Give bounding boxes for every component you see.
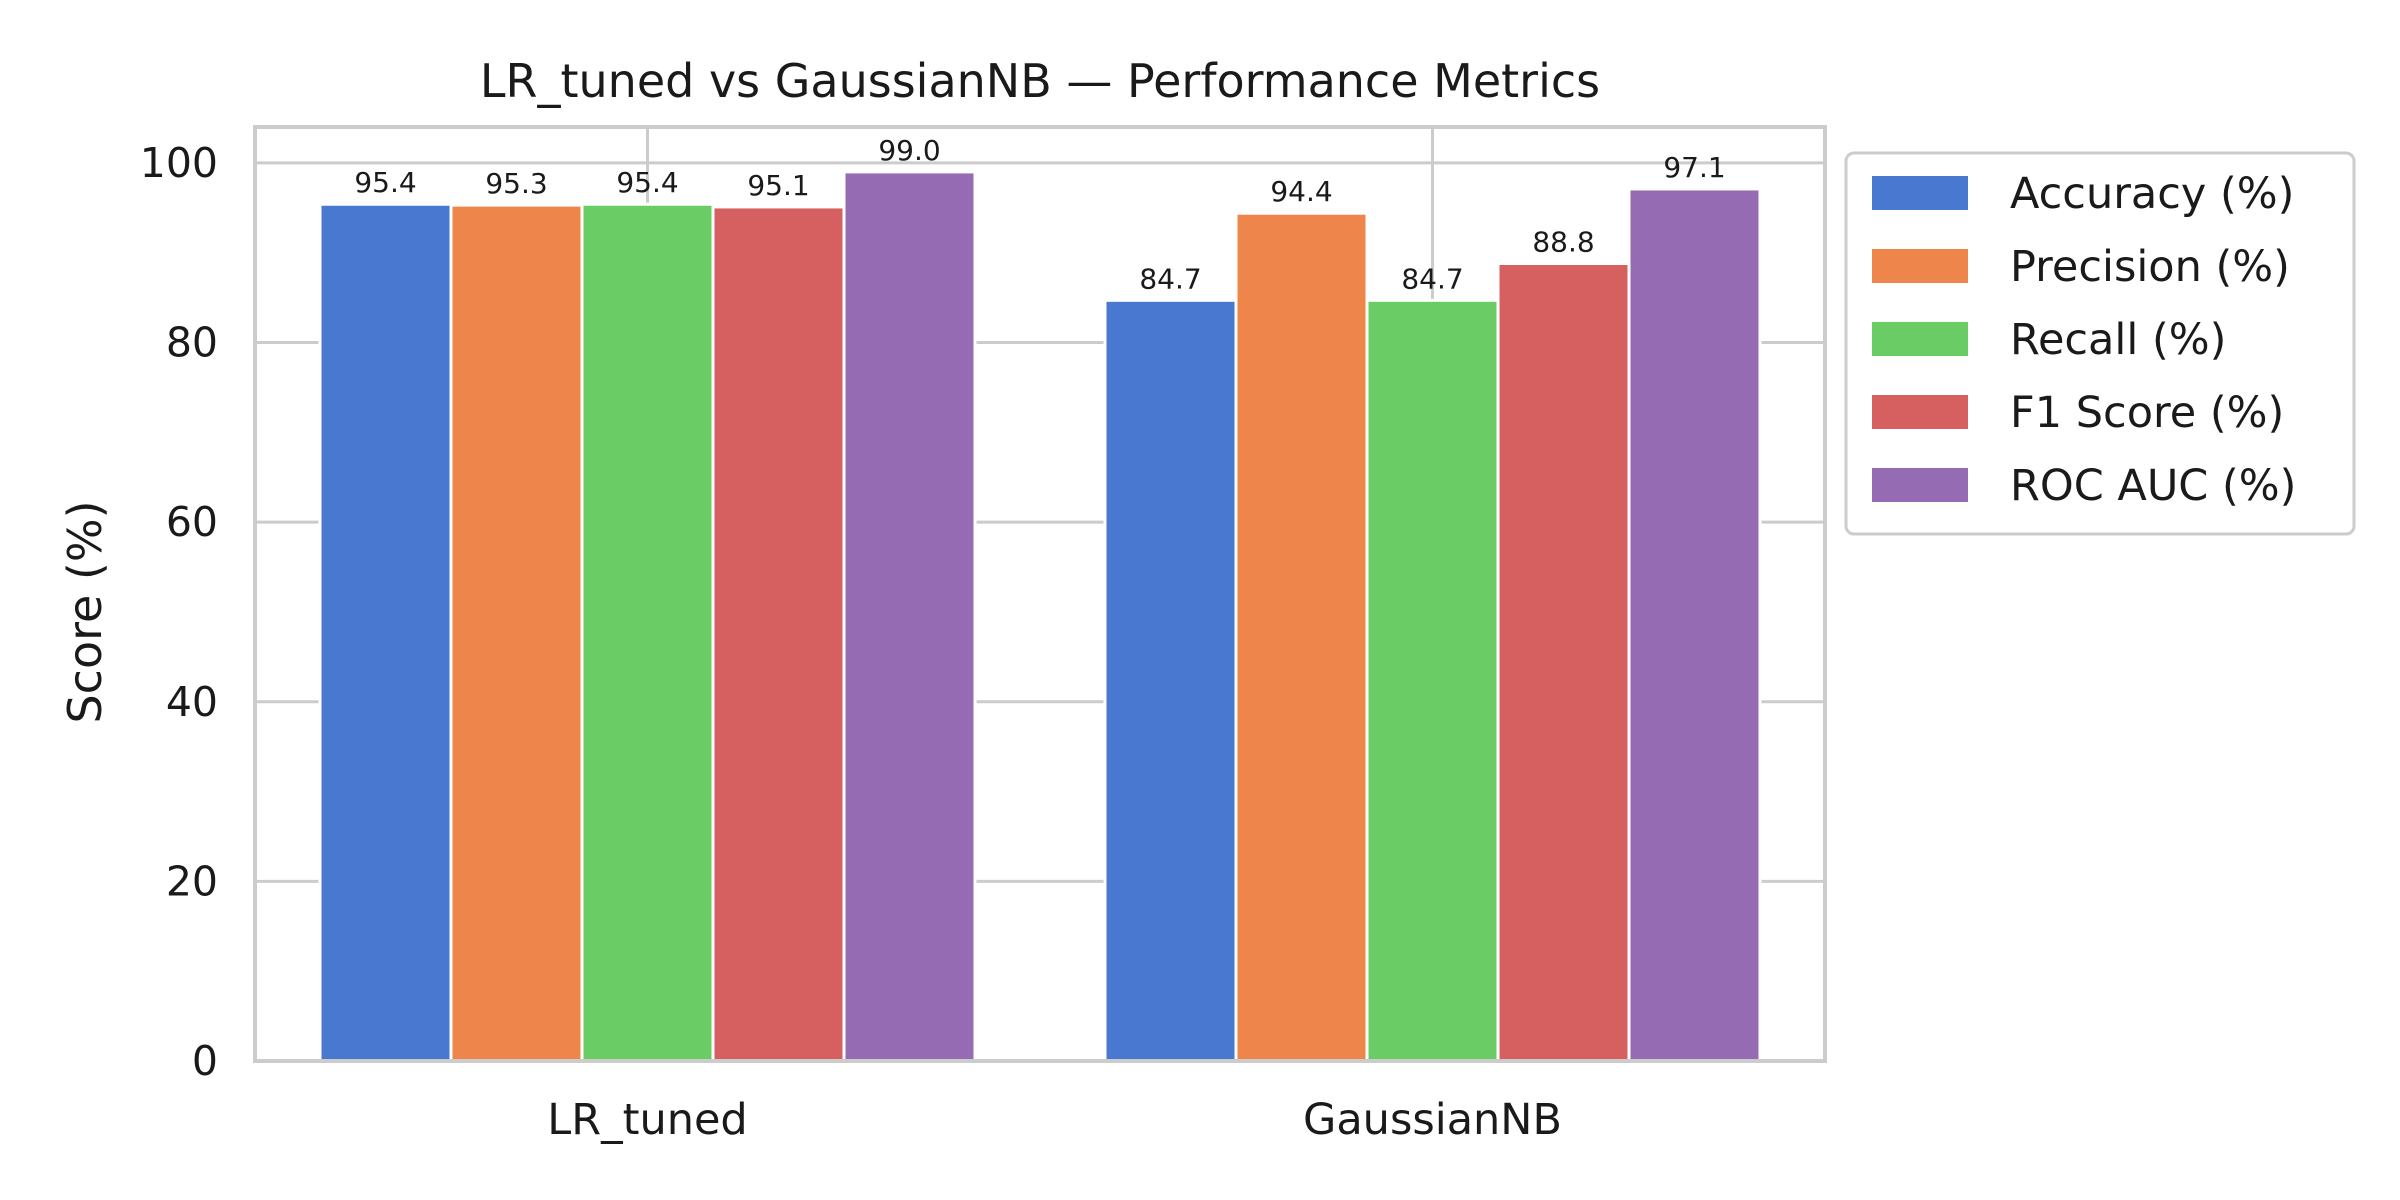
bars [318,170,1762,1063]
bar-value-label: 99.0 [878,134,940,167]
x-tick-label: LR_tuned [547,1095,747,1145]
bar [1365,298,1500,1063]
bar-value-label: 95.4 [354,166,416,199]
legend-swatch [1872,395,1968,429]
legend-label: Accuracy (%) [2010,169,2294,219]
bar [318,202,453,1063]
bar [1103,298,1238,1063]
bar-value-label: 84.7 [1401,262,1463,295]
legend-label: Precision (%) [2010,242,2290,292]
x-tick-label: GaussianNB [1303,1095,1562,1145]
legend-label: ROC AUC (%) [2010,461,2296,511]
legend-label: Recall (%) [2010,315,2226,365]
y-tick-label: 40 [166,678,218,726]
bar [580,202,715,1063]
bar [449,203,584,1063]
y-axis-ticks: 0 20 40 60 80 100 [140,139,218,1085]
legend-label: F1 Score (%) [2010,388,2284,438]
chart-title: LR_tuned vs GaussianNB — Performance Met… [480,54,1600,108]
bar-value-label: 84.7 [1139,262,1201,295]
bar [1234,211,1369,1063]
bar [842,170,977,1063]
bar-value-label: 95.4 [616,166,678,199]
y-tick-label: 60 [166,498,218,546]
y-tick-label: 20 [166,857,218,905]
x-axis-ticks: LR_tuned GaussianNB [547,1095,1562,1145]
bar [1627,187,1762,1063]
bar-value-label: 94.4 [1270,175,1332,208]
legend-swatch [1872,468,1968,502]
data-labels: 95.4 84.7 95.3 94.4 95.4 84.7 95.1 88.8 99.0 97.1 [354,134,1725,295]
y-axis-label: Score (%) [58,500,112,723]
y-tick-label: 80 [166,319,218,367]
bar-value-label: 95.3 [485,167,547,200]
plot-frame [253,125,1827,1063]
legend-swatch [1872,322,1968,356]
legend-swatch [1872,176,1968,210]
legend-frame [1844,151,2356,536]
legend-swatch [1872,249,1968,283]
bar-value-label: 88.8 [1532,226,1594,259]
bar-value-label: 95.1 [747,169,809,202]
bar [711,205,846,1063]
bar-value-label: 97.1 [1663,151,1725,184]
y-tick-label: 100 [140,139,218,187]
y-tick-label: 0 [192,1037,218,1085]
legend: Accuracy (%) Precision (%) Recall (%) F1 Sc… [1844,151,2356,536]
bar [1496,262,1631,1063]
